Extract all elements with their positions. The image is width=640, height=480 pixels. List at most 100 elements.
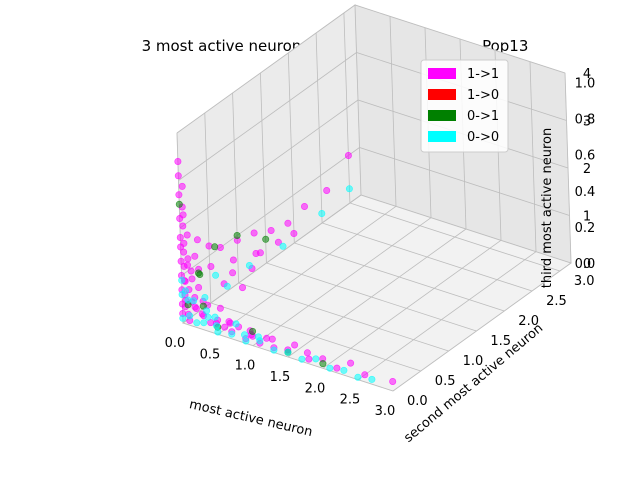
z-tick-label: 0.6: [575, 149, 596, 164]
y-tick-label: 0.0: [407, 394, 428, 409]
scatter-point-0-to-0: [179, 314, 187, 322]
scatter-point-1-to-1: [188, 275, 196, 283]
scatter-point-1-to-1: [389, 377, 397, 385]
x-tick-label: 1.0: [235, 359, 256, 374]
legend-label: 0->0: [467, 130, 499, 145]
scatter-point-0-to-0: [213, 322, 221, 330]
scatter-point-0-to-0: [201, 293, 209, 301]
scatter-point-1-to-1: [193, 236, 201, 244]
scatter-point-0-to-0: [340, 366, 348, 374]
y-tick-label: 0.5: [435, 374, 456, 389]
scatter-point-0-to-1: [195, 269, 203, 277]
scatter-point-0-to-1: [319, 360, 327, 368]
scatter-point-0-to-0: [212, 271, 220, 279]
scatter-point-1-to-1: [184, 255, 192, 263]
scatter-point-1-to-1: [180, 239, 188, 247]
legend-swatch: [428, 110, 456, 121]
scatter-point-0-to-0: [190, 297, 198, 305]
scatter-point-1-to-1: [229, 256, 237, 264]
scatter-point-0-to-0: [184, 296, 192, 304]
scatter-point-1-to-1: [225, 318, 233, 326]
scatter-point-0-to-0: [211, 313, 219, 321]
scatter-point-1-to-1: [184, 261, 192, 269]
scatter-point-1-to-1: [176, 234, 184, 242]
z-tick-label: 1: [583, 210, 591, 225]
grid-line-z: [176, 4, 566, 134]
x-tick-label: 3.0: [375, 404, 396, 419]
z-tick-label: 0.4: [575, 185, 596, 200]
scatter-point-1-to-1: [333, 364, 341, 372]
scatter-point-1-to-1: [174, 172, 182, 180]
tick-labels: 0.0 0.5 1.0 1.5 2.0 2.5 3.0 0.0 0.5 1.0 1.5 2.0 2.5 3…: [165, 67, 596, 419]
scatter-point-0-to-0: [178, 276, 186, 284]
grid-line-z: [181, 147, 570, 276]
legend-label: 1->0: [467, 88, 499, 103]
scatter-point-1-to-1: [221, 323, 229, 331]
scatter-point-1-to-1: [180, 248, 188, 256]
scatter-point-1-to-1: [191, 252, 199, 260]
y-tick-label: 3.0: [574, 274, 595, 289]
x-tick-label: 2.0: [305, 381, 326, 396]
scatter-point-0-to-0: [242, 337, 250, 345]
z-tick-label: 4: [583, 67, 591, 82]
scatter-point-0-to-0: [318, 210, 326, 218]
scatter-point-1-to-1: [250, 229, 258, 237]
scatter-point-0-to-0: [312, 355, 320, 363]
scatter-point-0-to-0: [203, 307, 211, 315]
scatter-point-1-to-1: [284, 219, 292, 227]
y-tick-label: 2.0: [518, 314, 539, 329]
legend-label: 0->1: [467, 109, 499, 124]
scatter-point-0-to-0: [214, 328, 222, 336]
z-tick-label: 0.2: [575, 221, 596, 236]
scatter-point-0-to-0: [241, 331, 249, 339]
scatter-point-0-to-0: [181, 287, 189, 295]
scatter-point-1-to-1: [239, 284, 247, 292]
legend-swatch: [428, 68, 456, 79]
scatter-point-0-to-1: [211, 243, 219, 251]
scatter-point-0-to-0: [204, 313, 212, 321]
scatter-point-1-to-1: [207, 262, 215, 270]
scatter-point-1-to-1: [323, 187, 331, 195]
scatter-point-1-to-1: [263, 334, 271, 342]
scatter-point-0-to-0: [245, 261, 253, 269]
scatter-point-1-to-1: [179, 211, 187, 219]
scatter-point-0-to-1: [175, 200, 183, 208]
scatter-point-0-to-0: [368, 375, 376, 383]
scatter-point-0-to-0: [354, 373, 362, 381]
scatter-point-1-to-1: [179, 222, 187, 230]
z-tick-label: 0.0: [575, 257, 596, 272]
scatter-point-1-to-1: [195, 283, 203, 291]
scatter-point-1-to-1: [177, 257, 185, 265]
x-tick-label: 0.5: [200, 347, 221, 362]
x-axis-label: most active neuron: [188, 397, 314, 440]
scatter-point-0-to-1: [233, 232, 241, 240]
z-tick-label: 1.0: [575, 77, 596, 92]
scatter-point-1-to-1: [191, 303, 199, 311]
scatter-point-0-to-1: [199, 302, 207, 310]
scatter-point-0-to-0: [279, 242, 287, 250]
scatter-point-0-to-0: [254, 333, 262, 341]
scatter-points: [174, 152, 397, 385]
scatter-point-0-to-1: [249, 327, 257, 335]
scatter-point-0-to-0: [232, 320, 240, 328]
x-tick-label: 2.5: [340, 393, 361, 408]
scatter-point-1-to-1: [291, 341, 299, 349]
scatter-point-0-to-0: [223, 282, 231, 290]
scatter-point-1-to-1: [347, 359, 355, 367]
scatter-point-1-to-1: [361, 371, 369, 379]
z-tick-label: 3: [583, 115, 591, 130]
scatter-point-0-to-0: [193, 319, 201, 327]
z-tick-label: 0: [583, 257, 591, 272]
x-tick-label: 1.5: [270, 370, 291, 385]
scatter-point-1-to-1: [216, 304, 224, 312]
legend-swatch: [428, 131, 456, 142]
scatter-point-1-to-1: [183, 231, 191, 239]
scatter-point-1-to-1: [174, 158, 182, 166]
scatter-point-1-to-1: [178, 182, 186, 190]
y-tick-label: 2.5: [546, 294, 567, 309]
legend-swatch: [428, 89, 456, 100]
scatter-point-0-to-0: [186, 312, 194, 320]
scatter-point-1-to-1: [229, 269, 237, 277]
y-tick-label: 1.0: [463, 354, 484, 369]
y-tick-label: 1.5: [490, 334, 511, 349]
